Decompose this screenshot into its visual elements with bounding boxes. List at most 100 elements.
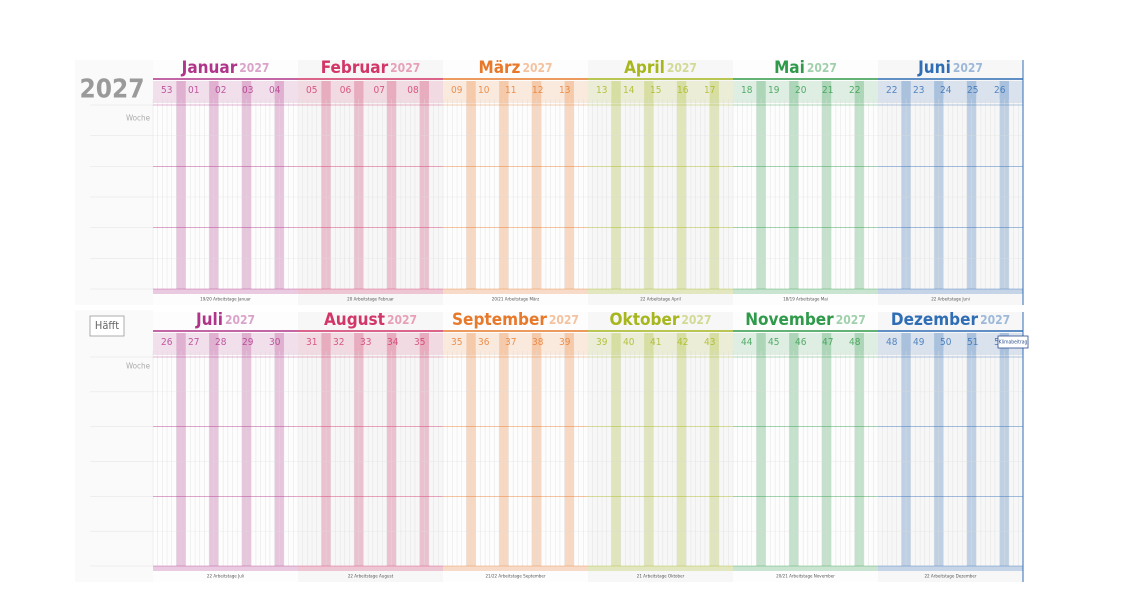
week-number: 29 — [242, 337, 254, 348]
week-number: 30 — [269, 337, 281, 348]
week-number: 42 — [677, 337, 688, 348]
week-band — [733, 333, 878, 355]
month-name: Dezember — [891, 310, 979, 330]
week-number: 17 — [704, 85, 715, 96]
week-band — [588, 333, 733, 355]
weekend-column — [676, 333, 682, 566]
week-number: 09 — [451, 85, 463, 96]
day-strip — [588, 566, 733, 571]
day-strip — [298, 289, 443, 294]
weekend-column — [321, 333, 327, 566]
weekend-column — [503, 333, 509, 566]
week-number: 27 — [188, 337, 199, 348]
month-title: Oktober 2027 — [610, 310, 712, 330]
week-number: 53 — [161, 85, 172, 96]
month-title: Dezember 2027 — [891, 310, 1010, 330]
workdays: 21 Arbeitstage Oktober — [637, 574, 685, 580]
week-band — [733, 81, 878, 103]
month-year: 2027 — [549, 313, 579, 327]
week-band — [298, 81, 443, 103]
week-number: 06 — [340, 85, 352, 96]
week-number: 36 — [478, 337, 490, 348]
weekend-column — [419, 81, 425, 289]
week-number: 48 — [849, 337, 861, 348]
week-number: 35 — [451, 337, 462, 348]
weekend-column — [756, 333, 762, 566]
week-number: 08 — [407, 85, 419, 96]
week-band — [153, 81, 298, 103]
week-number: 03 — [242, 85, 253, 96]
weekend-column — [176, 333, 182, 566]
week-band — [298, 333, 443, 355]
weekend-column — [274, 333, 280, 566]
workdays: 20/21 Arbeitstage März — [492, 297, 539, 303]
workdays: 20/21 Arbeitstage November — [776, 574, 835, 580]
weekend-column — [938, 81, 944, 289]
week-number: 41 — [650, 337, 661, 348]
month-year: 2027 — [681, 313, 711, 327]
week-band — [878, 81, 1023, 103]
weekend-column — [358, 81, 364, 289]
week-number: 24 — [940, 85, 952, 96]
weekend-column — [1004, 333, 1009, 566]
weekend-column — [424, 81, 429, 289]
month-title: Februar 2027 — [321, 58, 420, 78]
weekend-column — [906, 333, 911, 566]
weekend-column — [901, 81, 907, 289]
workdays: 22 Arbeitstage April — [640, 297, 680, 303]
month-name: Juni — [917, 58, 951, 78]
weekend-column — [391, 333, 397, 566]
month-name: Oktober — [610, 310, 680, 330]
badge: Klimabeitrag — [999, 340, 1028, 346]
week-number: 16 — [677, 85, 689, 96]
weekend-column — [611, 81, 617, 289]
weekend-column — [681, 81, 687, 289]
weekend-column — [569, 333, 574, 566]
month-name: Februar — [321, 58, 389, 78]
weekend-column — [859, 81, 864, 289]
weekend-column — [821, 81, 827, 289]
month-title: März 2027 — [478, 58, 552, 78]
weekend-column — [471, 333, 476, 566]
weekend-column — [966, 81, 972, 289]
weekend-column — [938, 333, 944, 566]
weekend-column — [789, 81, 794, 289]
month-panel — [878, 60, 1023, 305]
week-number: 14 — [623, 85, 635, 96]
weekend-column — [616, 333, 621, 566]
weekend-column — [564, 333, 570, 566]
week-number: 12 — [532, 85, 543, 96]
week-number: 22 — [886, 85, 897, 96]
weekend-column — [246, 81, 252, 289]
week-number: 22 — [849, 85, 860, 96]
weekend-column — [424, 333, 429, 566]
weekend-column — [821, 333, 827, 566]
weekend-column — [826, 81, 832, 289]
workdays: 19/20 Arbeitstage Januar — [200, 297, 251, 303]
month-year: 2027 — [667, 61, 697, 75]
workdays: 22 Arbeitstage Dezember — [924, 574, 976, 580]
month-title: September 2027 — [452, 310, 579, 330]
day-strip — [153, 289, 298, 294]
weekend-column — [536, 81, 542, 289]
month-panel — [733, 60, 878, 305]
weekend-column — [321, 81, 327, 289]
month-name: Januar — [181, 58, 238, 78]
month-title: Mai 2027 — [774, 58, 837, 78]
week-number: 48 — [886, 337, 898, 348]
weekend-column — [499, 81, 504, 289]
weekend-column — [714, 81, 719, 289]
weekend-column — [611, 333, 617, 566]
weekend-column — [999, 333, 1005, 566]
week-number: 43 — [704, 337, 715, 348]
weekend-column — [714, 333, 719, 566]
week-label: Woche — [126, 114, 151, 123]
week-number: 02 — [215, 85, 226, 96]
month-title: Januar 2027 — [181, 58, 270, 78]
day-strip — [733, 566, 878, 571]
weekend-column — [279, 333, 284, 566]
week-number: 26 — [161, 337, 173, 348]
month-title: Juni 2027 — [917, 58, 983, 78]
weekend-column — [246, 333, 252, 566]
